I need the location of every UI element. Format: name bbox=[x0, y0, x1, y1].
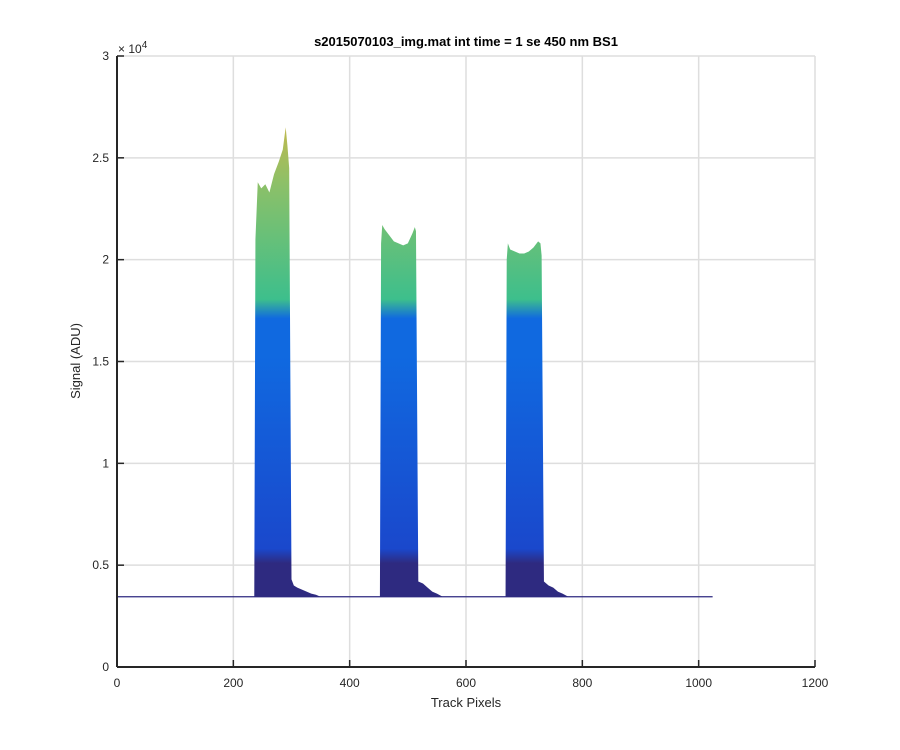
x-tick-label: 0 bbox=[114, 676, 121, 690]
x-tick-label: 200 bbox=[223, 676, 243, 690]
y-tick-label: 2 bbox=[102, 253, 109, 267]
chart-title: s2015070103_img.mat int time = 1 se 450 … bbox=[314, 34, 618, 49]
y-exponent-label: × 104 bbox=[118, 40, 148, 56]
x-tick-label: 1200 bbox=[802, 676, 829, 690]
area-series-2 bbox=[117, 225, 713, 597]
area-series bbox=[117, 127, 713, 598]
axes bbox=[116, 55, 816, 668]
y-axis-label: Signal (ADU) bbox=[68, 323, 83, 399]
y-tick-label: 0 bbox=[102, 660, 109, 674]
x-axis-label: Track Pixels bbox=[431, 695, 502, 710]
x-tick-label: 800 bbox=[572, 676, 592, 690]
y-tick-label: 2.5 bbox=[92, 151, 109, 165]
x-tick-label: 400 bbox=[340, 676, 360, 690]
y-exponent-base: × 10 bbox=[118, 42, 142, 56]
y-tick-label: 1.5 bbox=[92, 355, 109, 369]
area-series-1 bbox=[117, 127, 713, 597]
y-tick-label: 0.5 bbox=[92, 558, 109, 572]
y-tick-label: 1 bbox=[102, 456, 109, 470]
y-exponent-power: 4 bbox=[142, 40, 148, 51]
tick-labels: 0 200 400 600 800 1000 1200 0 0.5 1 1.5 2 2.5 3 bbox=[92, 49, 828, 690]
y-tick-label: 3 bbox=[102, 49, 109, 63]
x-tick-label: 1000 bbox=[685, 676, 712, 690]
x-tick-label: 600 bbox=[456, 676, 476, 690]
